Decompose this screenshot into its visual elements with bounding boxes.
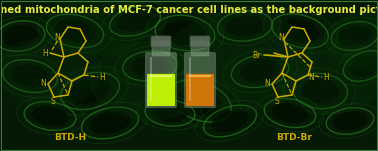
Text: N: N [264,79,270,88]
Ellipse shape [164,21,206,45]
FancyBboxPatch shape [191,41,209,56]
Ellipse shape [301,79,339,103]
FancyBboxPatch shape [186,74,214,106]
Ellipse shape [240,59,280,83]
Ellipse shape [0,36,102,106]
Ellipse shape [3,25,37,47]
Ellipse shape [153,104,187,122]
FancyBboxPatch shape [151,36,171,47]
FancyBboxPatch shape [184,53,215,108]
Ellipse shape [165,11,315,111]
Ellipse shape [11,64,49,88]
FancyBboxPatch shape [152,41,170,56]
Ellipse shape [32,106,68,126]
Ellipse shape [226,15,264,37]
Ellipse shape [178,86,222,116]
Text: H: H [99,72,105,82]
Text: N: N [308,72,314,82]
Text: BTD-Br: BTD-Br [276,132,312,141]
Ellipse shape [70,78,110,104]
Text: S: S [51,96,55,106]
Ellipse shape [48,0,152,56]
Ellipse shape [131,55,169,77]
FancyBboxPatch shape [190,36,210,47]
Text: S: S [275,96,279,106]
Text: H: H [42,48,48,58]
Text: N: N [40,79,46,88]
Ellipse shape [211,110,249,132]
Ellipse shape [117,10,153,32]
Text: Br: Br [252,50,260,59]
Ellipse shape [338,26,372,46]
Ellipse shape [333,112,367,130]
Ellipse shape [90,41,210,121]
Ellipse shape [55,19,95,43]
Text: N: N [54,34,60,42]
Text: BTD-H: BTD-H [54,132,86,141]
Ellipse shape [90,112,130,134]
Ellipse shape [272,103,308,123]
Ellipse shape [325,11,378,71]
Text: N: N [278,34,284,42]
Text: H: H [323,72,329,82]
Text: Stained mitochondria of MCF-7 cancer cell lines as the background picture: Stained mitochondria of MCF-7 cancer cel… [0,5,378,15]
FancyBboxPatch shape [146,53,177,108]
Ellipse shape [350,55,378,77]
Ellipse shape [273,38,378,114]
FancyBboxPatch shape [147,74,175,106]
Ellipse shape [280,19,320,43]
